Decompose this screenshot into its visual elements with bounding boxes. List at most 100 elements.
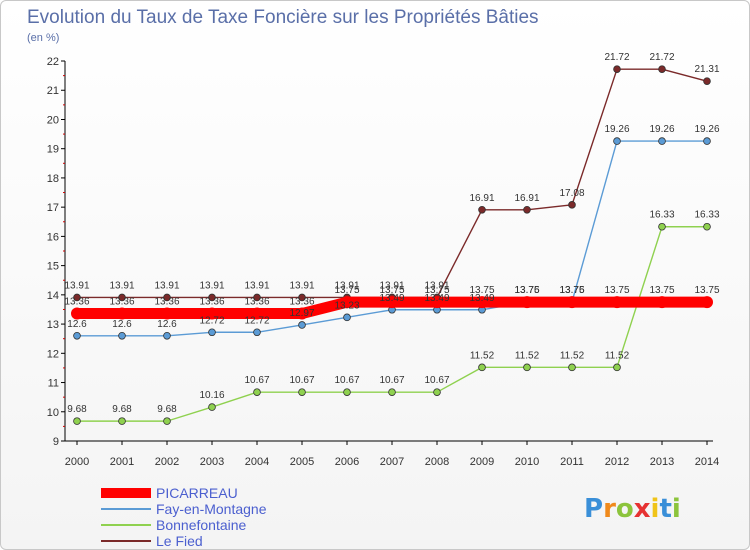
data-point [568,363,576,372]
data-label: 13.75 [649,285,674,296]
x-tick-label: 2002 [155,456,179,468]
data-label: 10.16 [199,390,224,401]
x-tick-label: 2010 [515,456,539,468]
chart-subtitle: (en %) [27,32,59,44]
logo-letter: o [616,494,634,524]
data-point [478,363,486,372]
data-point [701,296,713,309]
data-point [208,293,216,302]
data-point [298,293,306,302]
data-label: 11.52 [560,350,585,361]
data-label: 12.6 [157,319,177,330]
data-label: 13.91 [64,280,89,291]
data-label: 13.23 [334,300,359,311]
x-tick-label: 2000 [65,456,89,468]
data-point [703,77,711,85]
data-point [206,307,218,320]
data-point [298,388,306,396]
data-point [523,205,531,214]
data-point [478,205,486,214]
y-tick-label: 14 [47,290,59,302]
data-label: 16.91 [514,193,539,204]
data-label: 12.72 [199,315,224,326]
x-tick-label: 2004 [245,456,269,468]
data-point [703,137,711,145]
y-tick-label: 12 [47,348,59,360]
x-tick-label: 2009 [470,456,494,468]
logo-letter: i [672,494,681,524]
logo-letter: i [651,494,660,524]
data-label: 21.31 [694,64,719,75]
data-label: 13.36 [199,297,224,308]
data-label: 10.67 [424,375,449,386]
data-label: 13.75 [334,285,359,296]
y-tick-label: 20 [47,114,59,126]
data-label: 10.67 [379,375,404,386]
data-point [703,222,711,231]
data-point [476,296,488,309]
data-point [73,293,81,302]
y-tick-label: 9 [53,436,59,448]
data-label: 11.52 [470,350,495,361]
logo-letter: r [603,494,616,524]
data-label: 13.36 [109,297,134,308]
data-label: 13.91 [289,280,314,291]
logo-letter: P [584,494,603,524]
data-label: 13.76 [559,285,584,296]
data-label: 13.75 [379,285,404,296]
x-tick-label: 2013 [650,456,674,468]
data-label: 12.6 [67,319,87,330]
data-point [658,137,666,145]
data-point [613,65,621,73]
data-label: 13.49 [379,293,404,304]
y-tick-label: 17 [47,202,59,214]
x-tick-label: 2005 [290,456,314,468]
data-label: 13.91 [199,280,224,291]
data-point [658,65,666,73]
data-point [613,137,621,145]
data-point [73,331,81,340]
data-point [251,307,263,320]
data-point [73,417,81,425]
data-point [656,296,668,309]
data-point [161,307,173,320]
x-tick-label: 2014 [695,456,719,468]
x-tick-label: 2007 [380,456,404,468]
x-tick-label: 2003 [200,456,224,468]
data-label: 13.91 [109,280,134,291]
data-label: 16.33 [649,210,674,221]
data-point [163,417,171,425]
data-label: 13.49 [469,293,494,304]
data-point [568,201,576,209]
logo-letter: t [659,494,671,524]
data-point [118,417,126,425]
data-point [566,296,578,309]
data-point [116,307,128,320]
legend-label: Bonnefontaine [156,517,247,533]
data-label: 13.36 [154,297,179,308]
y-tick-label: 11 [48,378,59,390]
data-label: 12.72 [244,315,269,326]
data-label: 19.26 [604,124,629,135]
data-point [613,363,621,372]
x-tick-label: 2006 [335,456,359,468]
chart-title: Evolution du Taux de Taxe Foncière sur l… [27,7,539,28]
data-label: 13.75 [604,285,629,296]
data-point [253,328,261,337]
logo-letter: x [634,494,651,524]
legend: PICARREAUFay-en-MontagneBonnefontaineLe … [101,485,267,549]
data-label: 13.75 [424,285,449,296]
data-label: 13.75 [559,285,584,296]
legend-label: Le Fied [156,533,203,549]
data-label: 13.91 [334,280,359,291]
data-point [343,313,351,322]
data-point [386,296,398,309]
y-tick-label: 22 [47,56,59,68]
data-point [298,321,306,329]
data-point [208,403,216,411]
y-tick-label: 15 [47,261,59,273]
x-tick-label: 2011 [560,456,584,468]
data-point [611,296,623,309]
